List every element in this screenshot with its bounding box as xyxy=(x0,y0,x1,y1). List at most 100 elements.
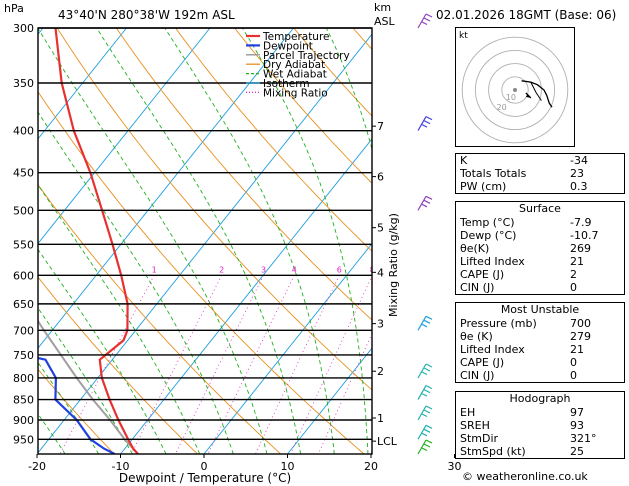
indices-row: SREH 93 xyxy=(456,419,624,432)
km-tick-label: 2 xyxy=(377,365,384,378)
legend-label: Dry Adiabat xyxy=(263,59,325,71)
pressure-tick-label: 850 xyxy=(13,394,34,407)
index-value: 0.3 xyxy=(570,180,588,193)
wet-adiabat-line xyxy=(38,248,167,454)
hodograph-ring-label: 10 xyxy=(506,93,516,102)
dry-adiabat-line xyxy=(234,28,372,184)
km-tick-label: LCL xyxy=(377,435,398,448)
x-tick-label: 0 xyxy=(201,460,208,473)
mixing-ratio-label: 6 xyxy=(337,265,342,274)
legend-label: Dewpoint xyxy=(263,40,313,52)
index-key: PW (cm) xyxy=(460,180,507,193)
dry-adiabat-line xyxy=(175,28,372,252)
indices-row: StmDir 321° xyxy=(456,432,624,445)
dewpoint-profile-line xyxy=(38,356,116,454)
x-tick-label: 20 xyxy=(364,460,378,473)
km-tick-label: 4 xyxy=(377,266,384,279)
hodograph-secondary-trace xyxy=(530,81,542,101)
pressure-tick-label: 550 xyxy=(13,238,34,251)
index-key: Pressure (mb) xyxy=(460,317,537,330)
indices-panel-basic: K -34 Totals Totals 23 PW (cm) 0.3 xyxy=(455,153,625,194)
km-unit-label: km xyxy=(374,1,391,14)
temperature-profile-line xyxy=(54,28,139,454)
mixing-ratio-label: 1 xyxy=(152,265,157,274)
mixing-ratio-label: 2 xyxy=(219,265,224,274)
index-value: 93 xyxy=(570,419,584,432)
km-tick-label: 6 xyxy=(377,171,384,184)
hpa-unit-label: hPa xyxy=(4,2,24,15)
pressure-tick-label: 950 xyxy=(13,433,34,446)
indices-section-title: Hodograph xyxy=(509,392,571,405)
km-tick-label: 3 xyxy=(377,318,384,331)
pressure-tick-label: 800 xyxy=(13,372,34,385)
index-key: Lifted Index xyxy=(460,343,525,356)
x-tick-label: 10 xyxy=(281,460,295,473)
index-value: -10.7 xyxy=(570,229,599,242)
indices-row: CIN (J) 0 xyxy=(456,369,624,382)
datetime-title: 02.01.2026 18GMT (Base: 06) xyxy=(436,8,616,22)
index-key: θe (K) xyxy=(460,330,493,343)
isotherm-line xyxy=(38,33,372,454)
pressure-tick-label: 900 xyxy=(13,414,34,427)
mixing-ratio-line xyxy=(175,275,264,454)
index-key: CAPE (J) xyxy=(460,356,505,369)
indices-row: PW (cm) 0.3 xyxy=(456,180,624,193)
index-key: CAPE (J) xyxy=(460,268,505,281)
copyright-text: © weatheronline.co.uk xyxy=(462,470,588,483)
index-key: StmDir xyxy=(460,432,499,445)
legend-label: Parcel Trajectory xyxy=(263,50,350,62)
dry-adiabat-line xyxy=(115,28,372,321)
wet-adiabat-line xyxy=(38,28,268,454)
wet-adiabat-line xyxy=(38,111,234,454)
mixing-ratio-line xyxy=(207,275,295,454)
wind-barb xyxy=(417,315,433,331)
wet-adiabat-line xyxy=(38,307,133,454)
indices-row: Temp (°C) -7.9 xyxy=(456,216,624,229)
indices-row: CAPE (J) 2 xyxy=(456,268,624,281)
wind-barb xyxy=(417,439,433,455)
hodograph-ring xyxy=(474,49,556,131)
isotherm-line xyxy=(287,347,372,454)
wet-adiabat-line xyxy=(164,28,335,454)
indices-row: StmSpd (kt) 25 xyxy=(456,445,624,458)
index-value: -7.9 xyxy=(570,216,592,229)
wind-barb xyxy=(417,13,433,29)
wind-barb xyxy=(417,385,433,400)
indices-row: K -34 xyxy=(456,154,624,167)
parcel-trajectory-line xyxy=(38,319,139,454)
x-axis-label: Dewpoint / Temperature (°C) xyxy=(119,471,291,485)
indices-row: θe(K) 269 xyxy=(456,242,624,255)
wind-barb xyxy=(417,195,433,211)
wet-adiabat-line xyxy=(96,28,302,454)
index-value: 2 xyxy=(570,268,577,281)
index-value: -34 xyxy=(570,154,588,167)
indices-row: CIN (J) 0 xyxy=(456,281,624,294)
index-value: 0 xyxy=(570,281,577,294)
pressure-tick-label: 450 xyxy=(13,167,34,180)
legend-label: Isotherm xyxy=(263,78,310,90)
km-tick-label: 1 xyxy=(377,412,384,425)
asl-unit-label: ASL xyxy=(374,15,396,28)
isotherm-line xyxy=(38,28,211,245)
mixing-ratio-label: 8 xyxy=(370,265,375,274)
hodograph-frame xyxy=(455,27,575,147)
mixing-ratio-label: 3 xyxy=(261,265,266,274)
mixing-ratio-line xyxy=(290,275,372,454)
x-tick-label: 30 xyxy=(448,460,462,473)
index-value: 279 xyxy=(570,330,591,343)
pressure-tick-label: 400 xyxy=(13,125,34,138)
index-value: 321° xyxy=(570,432,597,445)
legend-label: Mixing Ratio xyxy=(263,87,328,99)
pressure-tick-label: 650 xyxy=(13,298,34,311)
pressure-tick-label: 750 xyxy=(13,349,34,362)
index-key: Temp (°C) xyxy=(460,216,515,229)
hodograph-ring xyxy=(488,63,542,117)
indices-section-title: Surface xyxy=(519,202,561,215)
km-tick-label: 7 xyxy=(377,120,384,133)
pressure-tick-label: 700 xyxy=(13,324,34,337)
index-value: 0 xyxy=(570,369,577,382)
indices-row: Lifted Index 21 xyxy=(456,255,624,268)
dry-adiabat-line xyxy=(38,90,365,454)
